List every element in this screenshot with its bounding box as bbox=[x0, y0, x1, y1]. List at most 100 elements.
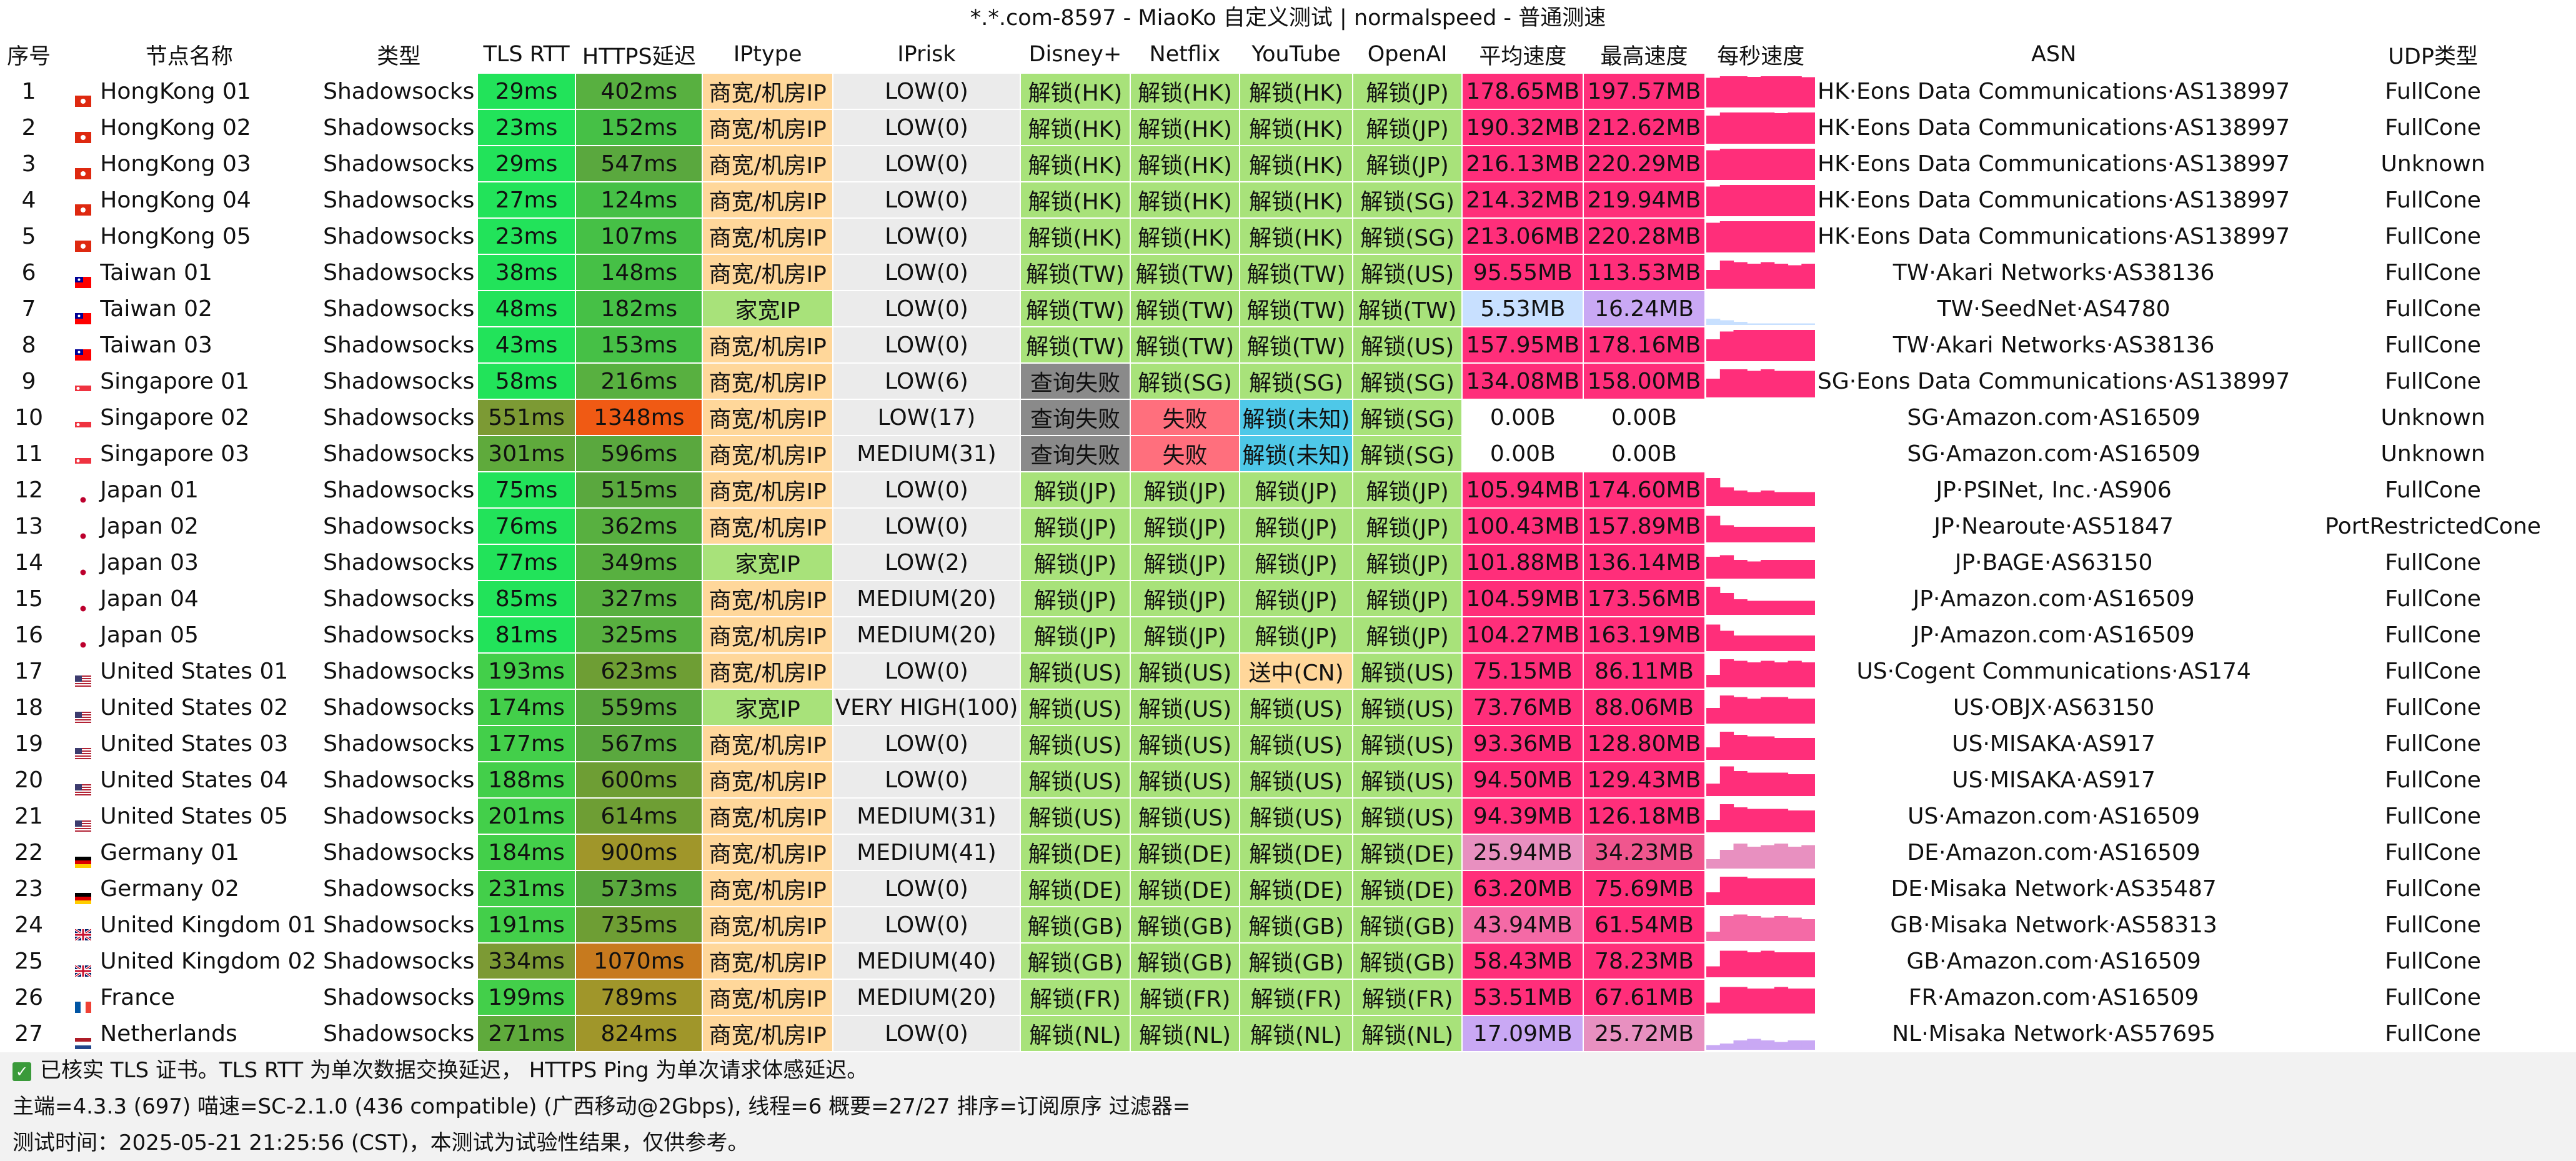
header-col-type[interactable]: 类型 bbox=[320, 36, 478, 74]
header-col-asn[interactable]: ASN bbox=[1817, 36, 2292, 74]
cell-iptype: 家宽IP bbox=[702, 689, 833, 726]
speed-sample-bar bbox=[1761, 772, 1775, 796]
cell-avg-speed: 93.36MB bbox=[1462, 725, 1584, 762]
header-col-iptype[interactable]: IPtype bbox=[702, 36, 833, 74]
table-row[interactable]: 20 United States 04 Shadowsocks 188ms 600ms 商… bbox=[0, 762, 2576, 799]
speed-sample-bar bbox=[1788, 635, 1803, 651]
cell-disney: 解锁(JP) bbox=[1020, 472, 1131, 509]
cell-youtube: 解锁(SG) bbox=[1240, 363, 1353, 400]
table-row[interactable]: 27 Netherlands Shadowsocks 271ms 824ms 商宽/机房I… bbox=[0, 1015, 2576, 1052]
table-row[interactable]: 6 Taiwan 01 Shadowsocks 38ms 148ms 商宽/机房IP LOW… bbox=[0, 254, 2576, 291]
cell-avg-speed: 101.88MB bbox=[1462, 544, 1584, 581]
table-row[interactable]: 22 Germany 01 Shadowsocks 184ms 900ms 商宽/机房IP… bbox=[0, 834, 2576, 871]
cell-iptype: 家宽IP bbox=[702, 291, 833, 327]
cell-https-latency: 362ms bbox=[575, 508, 704, 545]
cell-per-second-speed bbox=[1704, 834, 1818, 871]
table-row[interactable]: 24 United Kingdom 01 Shadowsocks 191ms 735ms… bbox=[0, 907, 2576, 944]
table-row[interactable]: 23 Germany 02 Shadowsocks 231ms 573ms 商宽/机房IP… bbox=[0, 870, 2576, 907]
cell-type: Shadowsocks bbox=[320, 472, 478, 509]
header-col-disney[interactable]: Disney+ bbox=[1020, 36, 1131, 74]
table-row[interactable]: 11 Singapore 03 Shadowsocks 301ms 596ms 商宽/机房… bbox=[0, 436, 2576, 472]
header-col-udp-type[interactable]: UDP类型 bbox=[2290, 36, 2576, 74]
cell-netflix: 解锁(DE) bbox=[1130, 834, 1241, 871]
header-col-avg-speed[interactable]: 平均速度 bbox=[1462, 36, 1584, 74]
cell-https-latency: 1070ms bbox=[575, 943, 704, 980]
cell-asn: NL·Misaka Network·AS57695 bbox=[1817, 1015, 2292, 1052]
table-row[interactable]: 1 HongKong 01 Shadowsocks 29ms 402ms 商宽/机房IP L… bbox=[0, 73, 2576, 110]
speed-sample-bar bbox=[1733, 914, 1748, 941]
cell-udp-type: Unknown bbox=[2290, 436, 2576, 472]
table-row[interactable]: 13 Japan 02 Shadowsocks 76ms 362ms 商宽/机房IP LOW… bbox=[0, 508, 2576, 545]
cell-iptype: 商宽/机房IP bbox=[702, 798, 833, 835]
header-col-youtube[interactable]: YouTube bbox=[1240, 36, 1353, 74]
table-row[interactable]: 12 Japan 01 Shadowsocks 75ms 515ms 商宽/机房IP LOW… bbox=[0, 472, 2576, 509]
cell-openai: 解锁(NL) bbox=[1353, 1015, 1463, 1052]
header-col-netflix[interactable]: Netflix bbox=[1130, 36, 1241, 74]
header-col-node-name[interactable]: 节点名称 bbox=[58, 36, 321, 74]
table-row[interactable]: 4 HongKong 04 Shadowsocks 27ms 124ms 商宽/机房IP L… bbox=[0, 182, 2576, 219]
cell-iptype: 商宽/机房IP bbox=[702, 109, 833, 146]
cell-disney: 解锁(DE) bbox=[1020, 870, 1131, 907]
header-col-tls-rtt[interactable]: TLS RTT bbox=[477, 36, 577, 74]
table-row[interactable]: 10 Singapore 02 Shadowsocks 551ms 1348ms 商宽/机… bbox=[0, 399, 2576, 436]
header-col-openai[interactable]: OpenAI bbox=[1353, 36, 1463, 74]
speed-sample-bar bbox=[1747, 662, 1761, 687]
header-col-iprisk[interactable]: IPrisk bbox=[832, 36, 1022, 74]
table-row[interactable]: 8 Taiwan 03 Shadowsocks 43ms 153ms 商宽/机房IP LOW… bbox=[0, 327, 2576, 364]
header-col-https-latency[interactable]: HTTPS延迟 bbox=[575, 36, 704, 74]
cell-iprisk: LOW(0) bbox=[832, 109, 1022, 146]
speed-sparkline bbox=[1706, 261, 1816, 289]
speed-sample-bar bbox=[1801, 738, 1816, 760]
table-row[interactable]: 3 HongKong 03 Shadowsocks 29ms 547ms 商宽/机房IP L… bbox=[0, 146, 2576, 182]
speed-sample-bar bbox=[1788, 952, 1803, 977]
speed-sample-bar bbox=[1747, 77, 1761, 107]
speed-sample-bar bbox=[1761, 323, 1775, 325]
table-row[interactable]: 25 United Kingdom 02 Shadowsocks 334ms 1070m… bbox=[0, 943, 2576, 980]
table-row[interactable]: 19 United States 03 Shadowsocks 177ms 567ms 商… bbox=[0, 725, 2576, 762]
cell-avg-speed: 73.76MB bbox=[1462, 689, 1584, 726]
speed-sample-bar bbox=[1801, 371, 1816, 397]
table-row[interactable]: 26 France Shadowsocks 199ms 789ms 商宽/机房IP MEDI… bbox=[0, 979, 2576, 1016]
table-row[interactable]: 18 United States 02 Shadowsocks 174ms 559ms 家… bbox=[0, 689, 2576, 726]
cell-udp-type: FullCone bbox=[2290, 725, 2576, 762]
cell-iprisk: LOW(17) bbox=[832, 399, 1022, 436]
table-row[interactable]: 2 HongKong 02 Shadowsocks 23ms 152ms 商宽/机房IP L… bbox=[0, 109, 2576, 146]
cell-tls-rtt: 38ms bbox=[477, 254, 577, 291]
cell-youtube: 解锁(TW) bbox=[1240, 254, 1353, 291]
cell-youtube: 解锁(DE) bbox=[1240, 834, 1353, 871]
cell-https-latency: 124ms bbox=[575, 182, 704, 219]
cell-youtube: 解锁(US) bbox=[1240, 798, 1353, 835]
speed-sample-bar bbox=[1706, 116, 1721, 144]
cell-per-second-speed bbox=[1704, 472, 1818, 509]
cell-youtube: 解锁(JP) bbox=[1240, 580, 1353, 617]
header-col-per-second-speed[interactable]: 每秒速度 bbox=[1704, 36, 1818, 74]
table-row[interactable]: 9 Singapore 01 Shadowsocks 58ms 216ms 商宽/机房IP… bbox=[0, 363, 2576, 400]
speed-sample-bar bbox=[1733, 877, 1748, 905]
speed-sample-bar bbox=[1801, 878, 1816, 905]
speed-sample-bar bbox=[1774, 635, 1789, 651]
table-row[interactable]: 5 HongKong 05 Shadowsocks 23ms 107ms 商宽/机房IP L… bbox=[0, 218, 2576, 255]
table-row[interactable]: 15 Japan 04 Shadowsocks 85ms 327ms 商宽/机房IP MED… bbox=[0, 580, 2576, 617]
table-row[interactable]: 17 United States 01 Shadowsocks 193ms 623ms 商… bbox=[0, 653, 2576, 690]
cell-no: 7 bbox=[0, 291, 59, 327]
speed-sample-bar bbox=[1733, 330, 1748, 361]
cell-iptype: 商宽/机房IP bbox=[702, 979, 833, 1016]
flag-united-states-icon bbox=[75, 775, 92, 795]
speed-sample-bar bbox=[1801, 699, 1816, 724]
cell-disney: 解锁(US) bbox=[1020, 689, 1131, 726]
table-row[interactable]: 7 Taiwan 02 Shadowsocks 48ms 182ms 家宽IP LOW(0)… bbox=[0, 291, 2576, 327]
cell-avg-speed: 94.50MB bbox=[1462, 762, 1584, 799]
cell-node-name: HongKong 01 bbox=[58, 73, 321, 110]
table-row[interactable]: 21 United States 05 Shadowsocks 201ms 614ms 商… bbox=[0, 798, 2576, 835]
cell-tls-rtt: 58ms bbox=[477, 363, 577, 400]
header-col-max-speed[interactable]: 最高速度 bbox=[1583, 36, 1706, 74]
cell-udp-type: FullCone bbox=[2290, 580, 2576, 617]
cell-max-speed: 163.19MB bbox=[1583, 617, 1706, 654]
table-row[interactable]: 14 Japan 03 Shadowsocks 77ms 349ms 家宽IP LOW(2)… bbox=[0, 544, 2576, 581]
speed-sample-bar bbox=[1774, 527, 1789, 542]
cell-type: Shadowsocks bbox=[320, 617, 478, 654]
cell-type: Shadowsocks bbox=[320, 798, 478, 835]
header-col-no[interactable]: 序号 bbox=[0, 36, 59, 74]
table-row[interactable]: 16 Japan 05 Shadowsocks 81ms 325ms 商宽/机房IP MED… bbox=[0, 617, 2576, 654]
cell-max-speed: 197.57MB bbox=[1583, 73, 1706, 110]
